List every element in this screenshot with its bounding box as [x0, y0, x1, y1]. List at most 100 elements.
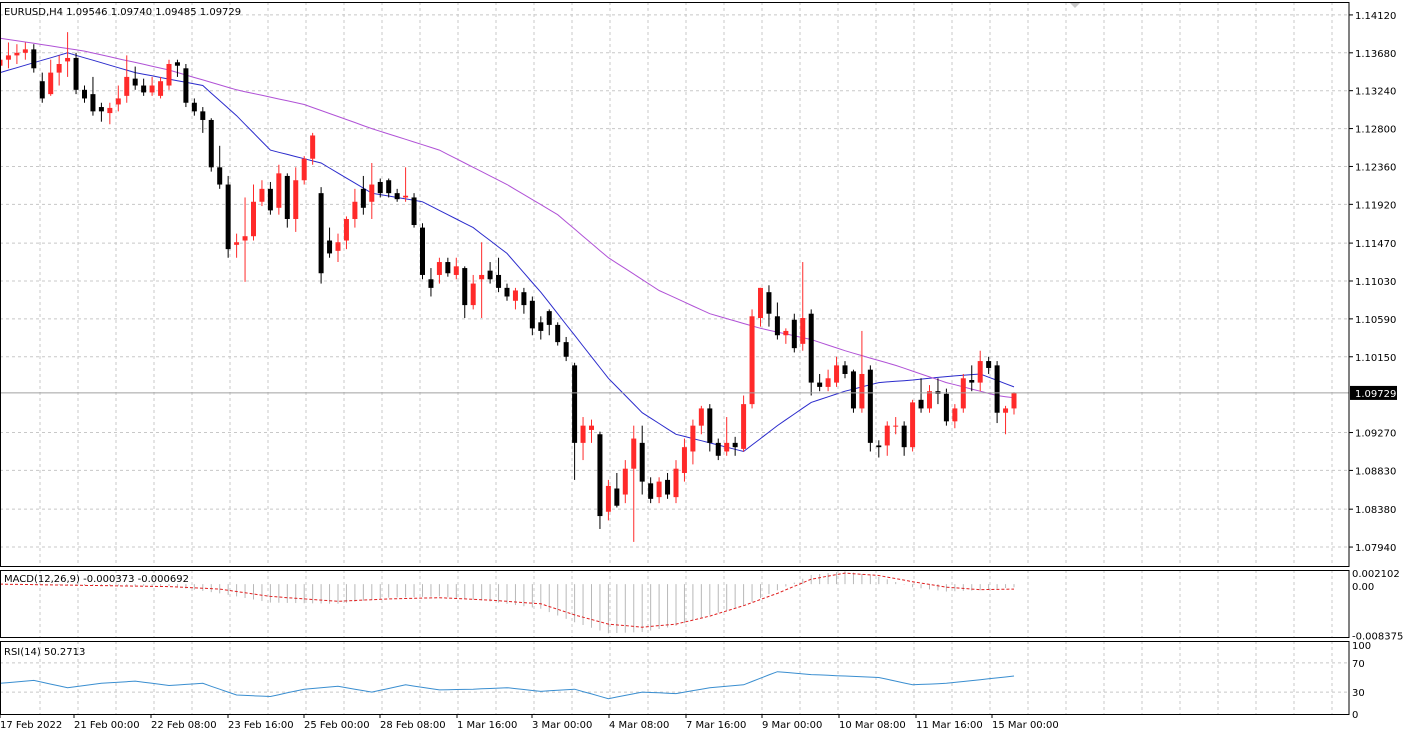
time-tick-label: 11 Mar 16:00	[916, 720, 983, 731]
candle	[462, 266, 468, 319]
candle	[183, 63, 189, 108]
time-tick-label: 3 Mar 00:00	[532, 720, 592, 731]
candle	[572, 362, 578, 480]
candle	[758, 287, 763, 327]
candle-body	[977, 361, 983, 383]
candle-body	[149, 85, 155, 93]
candle-body	[225, 184, 231, 250]
candle	[5, 42, 11, 69]
panel-frame	[0, 570, 1350, 638]
axis-layer: 1.14120 1.13680 1.13240 1.12800 1.12360 1.119…	[0, 11, 1403, 731]
candle	[343, 216, 349, 250]
current-price-tag-label: 1.09729	[1355, 389, 1396, 400]
candle-body	[267, 188, 273, 211]
candle	[504, 283, 510, 301]
candle	[597, 431, 603, 529]
candle	[445, 257, 451, 277]
price-tick-label: 1.07940	[1355, 543, 1396, 554]
candle	[690, 419, 696, 465]
time-tick-label: 25 Feb 00:00	[304, 720, 370, 731]
time-tick-label: 28 Feb 08:00	[380, 720, 446, 731]
candle-body	[572, 365, 578, 443]
candle-body	[386, 180, 392, 194]
price-tick-label: 1.13680	[1355, 49, 1396, 60]
candle	[698, 405, 704, 435]
candle-body	[555, 324, 561, 343]
candle	[217, 145, 223, 189]
candle	[546, 309, 552, 336]
candle-body	[774, 316, 780, 336]
macd-panel[interactable]	[0, 571, 1015, 634]
candle	[876, 440, 882, 458]
price-tick-label: 1.12360	[1355, 162, 1396, 173]
grid-layer	[0, 2, 1349, 714]
candle-body	[310, 135, 316, 159]
candle-body	[918, 399, 924, 409]
rsi-panel[interactable]	[0, 671, 1015, 700]
candle-body	[200, 111, 206, 120]
candle-body	[352, 201, 358, 219]
price-tick-label: 1.08380	[1355, 505, 1396, 516]
candle	[242, 197, 248, 282]
candle-body	[783, 330, 789, 336]
candle-body	[14, 52, 20, 56]
candle	[90, 76, 96, 116]
candle-body	[884, 425, 890, 446]
candle-body	[259, 188, 265, 202]
panel-frame	[0, 2, 1350, 567]
candle-body	[479, 274, 485, 280]
candle	[622, 460, 628, 504]
candle-body	[234, 242, 240, 245]
candle-body	[158, 81, 164, 96]
time-tick-label: 1 Mar 16:00	[457, 720, 517, 731]
candle-body	[5, 55, 11, 60]
candle-body	[656, 481, 662, 498]
candle	[918, 378, 924, 413]
candle	[614, 473, 620, 508]
panel-frames	[0, 2, 1350, 715]
candle	[817, 373, 823, 392]
candle-body	[580, 425, 586, 443]
candle	[276, 164, 282, 215]
candle	[589, 419, 594, 443]
candle-body	[217, 167, 223, 185]
candle-body	[521, 292, 527, 306]
candle	[487, 262, 493, 284]
price-panel[interactable]	[0, 2, 1349, 542]
candle-body	[284, 175, 290, 219]
candle-body	[394, 193, 400, 200]
candle	[656, 477, 662, 504]
time-tick-label: 17 Feb 2022	[0, 720, 62, 731]
candle-body	[462, 268, 468, 306]
candle	[639, 425, 645, 495]
candle-body	[98, 107, 104, 112]
candle-body	[741, 404, 747, 449]
candle	[800, 262, 806, 351]
candle-body	[512, 290, 518, 301]
candle	[884, 421, 890, 456]
candle	[952, 404, 958, 429]
candle	[707, 404, 713, 452]
candle-body	[825, 378, 831, 387]
candle-body	[107, 107, 113, 114]
candle-body	[183, 68, 189, 103]
candle-body	[614, 488, 620, 506]
candle	[141, 78, 147, 96]
candle	[166, 59, 172, 90]
candle	[986, 356, 992, 374]
candle-body	[622, 468, 628, 495]
candle-body	[715, 442, 721, 456]
macd-tick-label: 0.00	[1352, 582, 1374, 593]
candle-body	[504, 287, 510, 297]
candle-body	[166, 63, 172, 86]
candle-body	[605, 485, 611, 512]
candle	[453, 257, 459, 280]
candle	[436, 257, 442, 284]
candle-body	[428, 279, 434, 288]
candle-body	[758, 287, 763, 319]
candle	[842, 361, 848, 379]
candle-body	[707, 408, 713, 443]
candle	[605, 479, 611, 521]
candle-body	[115, 98, 121, 105]
